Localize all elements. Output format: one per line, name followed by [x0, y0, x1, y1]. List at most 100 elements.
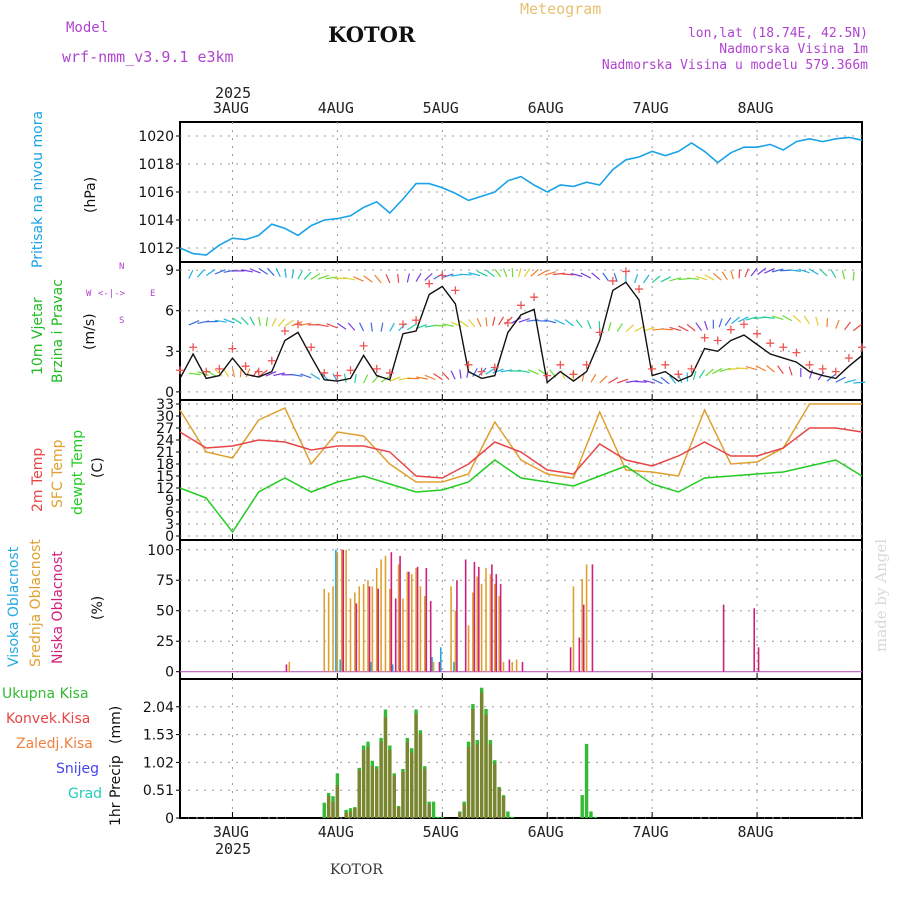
wind-arrow — [523, 268, 531, 278]
wind-arrow — [844, 379, 856, 384]
wind-arrow — [442, 273, 454, 279]
precip-bar-convective — [410, 752, 414, 818]
wind-arrow — [616, 323, 623, 332]
panel-clouds — [176, 539, 863, 680]
legend-snow: Snijeg — [56, 761, 100, 777]
wind-arrow — [564, 319, 574, 327]
footer-label: KOTOR — [330, 862, 383, 878]
wind-arrow — [326, 323, 338, 329]
wind-arrow — [517, 268, 522, 278]
wind-arrow — [245, 368, 251, 378]
precip-bar-convective — [405, 741, 410, 818]
wind-arrow — [721, 271, 728, 281]
panel-wind — [176, 261, 866, 401]
wind-arrow — [424, 272, 433, 281]
pressure-line — [179, 136, 863, 256]
wind-arrow — [258, 267, 268, 275]
precip-bar-convective — [475, 744, 479, 818]
wind-gust-marker — [215, 364, 224, 373]
wind-arrow — [755, 365, 767, 372]
wind-arrow — [712, 272, 722, 281]
y-tick-label: 1.53 — [143, 728, 174, 744]
wind-gust-marker — [569, 370, 578, 379]
precip-bar-total — [580, 795, 584, 818]
wind-arrow — [719, 367, 732, 373]
wind-arrow — [265, 370, 277, 377]
wind-gust-marker — [661, 360, 670, 369]
wind-arrow — [492, 316, 496, 326]
wind-arrow — [433, 273, 444, 280]
panel-frame — [179, 399, 863, 541]
wind-arrow — [518, 369, 530, 374]
date-top-7AUG: 7AUG — [632, 99, 669, 117]
wind-arrow — [485, 269, 495, 277]
wind-arrow — [634, 380, 647, 383]
y-tick-label: 1018 — [138, 157, 174, 173]
wind-gust-marker — [425, 279, 434, 288]
wind-gust-marker — [490, 363, 499, 372]
precip-bar-total — [322, 802, 326, 818]
wind-arrow — [738, 316, 749, 323]
wind-arrow — [587, 320, 592, 330]
wind-gust-marker — [228, 344, 237, 353]
wind-arrow — [669, 326, 682, 332]
wind-arrow — [273, 372, 286, 377]
precip-bar-convective — [484, 714, 488, 818]
wind-gust-marker — [608, 276, 617, 285]
wind-gust-marker — [648, 364, 657, 373]
panel-temperature — [176, 399, 863, 541]
wind-arrow — [258, 316, 261, 326]
y-tick-label: 9 — [165, 263, 174, 279]
wind-arrow — [310, 373, 321, 380]
compass-west: W — [86, 289, 92, 299]
wind-gust-marker — [687, 364, 696, 373]
precip-bar-convective — [427, 804, 431, 818]
wind-arrow — [363, 275, 373, 283]
precip-bar-convective — [497, 788, 501, 818]
precip-bar-convective — [331, 801, 335, 818]
date-top-8AUG: 8AUG — [737, 99, 774, 117]
wind-gust-marker — [359, 341, 368, 350]
wind-arrow — [705, 368, 714, 377]
wind-gust-marker — [700, 333, 709, 342]
wind-gust-marker — [333, 371, 342, 380]
wind-arrow — [415, 376, 428, 380]
wind-arrow — [712, 367, 723, 375]
wind-arrow — [441, 371, 450, 380]
wind-gust-marker — [595, 328, 604, 337]
wind-gust-marker — [739, 320, 748, 329]
wind-arrow — [695, 322, 702, 331]
precip-bar-convective — [383, 717, 388, 818]
wind-arrow — [494, 268, 502, 278]
y-tick-label: 27 — [156, 421, 174, 437]
wind-arrow — [660, 328, 673, 331]
precip-bar-convective — [396, 807, 401, 818]
wind-gust-marker — [346, 366, 355, 375]
wind-arrow — [766, 365, 775, 373]
wind-arrow — [852, 323, 862, 332]
wind-arrow — [214, 269, 226, 275]
wind-arrow — [616, 378, 629, 384]
precip-bar-convective — [401, 771, 405, 818]
precip-bar-convective — [423, 768, 427, 818]
wind-arrow — [718, 318, 723, 328]
wind-compass: N S W E <-|-> — [86, 262, 176, 332]
wind-arrow — [835, 376, 846, 383]
precip-bar-total — [589, 811, 593, 818]
wind-arrow — [764, 267, 775, 274]
wind-arrow — [819, 268, 828, 277]
wind-arrow — [231, 368, 236, 378]
y-tick-label: 1020 — [138, 129, 174, 145]
wind-arrow — [468, 318, 476, 328]
wind-arrow — [554, 319, 565, 325]
wind-arrow — [241, 269, 253, 273]
wind-gust-marker — [766, 339, 775, 348]
precip-bar-convective — [335, 785, 340, 818]
wind-arrow — [258, 369, 268, 378]
model-label: Model — [66, 20, 109, 36]
precip-bar-convective — [375, 768, 379, 818]
y-tick-label: 6 — [165, 304, 174, 320]
y-tick-label: 24 — [156, 433, 174, 449]
wind-arrow — [608, 377, 619, 384]
precip-bar-convective — [361, 749, 366, 818]
